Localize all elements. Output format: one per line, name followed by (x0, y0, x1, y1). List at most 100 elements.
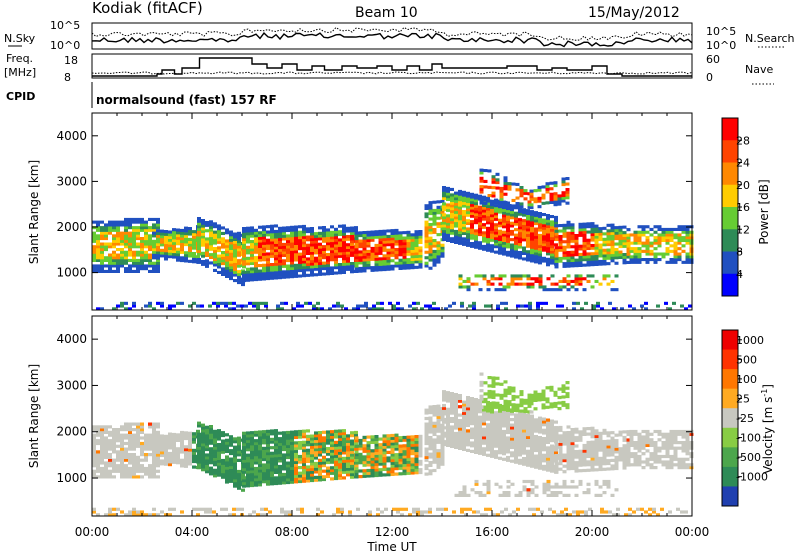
heatmap-cell (669, 463, 674, 467)
heatmap-cell (318, 267, 322, 271)
heatmap-cell (498, 415, 502, 419)
heatmap-cell (370, 252, 375, 256)
heatmap-cell (578, 460, 583, 464)
heatmap-cell (346, 437, 350, 441)
heatmap-cell (514, 457, 518, 462)
heatmap-cell (498, 440, 502, 444)
heatmap-cell (370, 460, 375, 464)
heatmap-cell (546, 432, 550, 436)
heatmap-cell (546, 252, 550, 256)
heatmap-cell (518, 420, 522, 424)
heatmap-cell (688, 304, 692, 308)
heatmap-cell (424, 430, 429, 434)
heatmap-cell (100, 248, 104, 252)
heatmap-cell (474, 221, 478, 225)
heatmap-cell (112, 245, 116, 249)
heatmap-cell (266, 435, 270, 439)
heatmap-cell (318, 433, 322, 437)
heatmap-cell (326, 472, 330, 476)
heatmap-cell (394, 467, 399, 471)
heatmap-cell (314, 478, 318, 482)
heatmap-cell (614, 441, 619, 446)
heatmap-cell (140, 453, 144, 457)
heatmap-cell (213, 457, 217, 461)
heatmap-cell (96, 455, 100, 459)
heatmap-cell (254, 475, 258, 479)
heatmap-cell (446, 238, 450, 242)
heatmap-cell (120, 450, 124, 454)
heatmap-cell (124, 245, 128, 249)
heatmap-cell (262, 225, 266, 229)
heatmap-cell (120, 220, 124, 224)
heatmap-cell (342, 448, 346, 452)
heatmap-cell (594, 262, 599, 266)
heatmap-cell (326, 266, 330, 270)
heatmap-cell (205, 237, 209, 241)
heatmap-cell (156, 430, 160, 434)
heatmap-cell (254, 472, 258, 476)
heatmap-cell (558, 248, 563, 252)
heatmap-cell (440, 459, 445, 463)
heatmap-cell (270, 235, 274, 239)
heatmap-cell (574, 236, 579, 240)
heatmap-cell (673, 241, 678, 245)
heatmap-cell (221, 464, 225, 468)
heatmap-cell (197, 452, 201, 456)
heatmap-cell (378, 260, 383, 264)
heatmap-cell (96, 430, 100, 434)
heatmap-cell (482, 277, 487, 281)
heatmap-cell (358, 266, 363, 270)
heatmap-cell (578, 255, 583, 259)
heatmap-cell (338, 443, 342, 447)
heatmap-cell (378, 268, 383, 272)
heatmap-cell (100, 436, 104, 440)
heatmap-cell (188, 259, 192, 263)
heatmap-cell (515, 196, 520, 200)
heatmap-cell (657, 446, 662, 450)
heatmap-cell (213, 438, 217, 442)
heatmap-cell (534, 249, 538, 253)
heatmap-cell (290, 463, 294, 468)
heatmap-cell (266, 274, 270, 278)
heatmap-cell (526, 233, 530, 237)
heatmap-cell (681, 236, 686, 240)
heatmap-cell (446, 195, 450, 199)
heatmap-cell (442, 196, 446, 200)
heatmap-cell (458, 209, 462, 213)
heatmap-cell (197, 233, 201, 237)
heatmap-cell (144, 256, 148, 260)
heatmap-cell (436, 205, 441, 209)
heatmap-cell (466, 432, 470, 436)
heatmap-cell (526, 225, 530, 229)
heatmap-cell (432, 407, 437, 411)
heatmap-cell (498, 240, 502, 244)
heatmap-cell (286, 234, 290, 238)
heatmap-cell (474, 448, 478, 452)
heatmap-cell (530, 447, 534, 452)
heatmap-cell (302, 435, 306, 439)
heatmap-cell (314, 453, 318, 457)
heatmap-cell (136, 466, 140, 471)
heatmap-cell (669, 230, 674, 234)
heatmap-cell (474, 436, 478, 441)
heatmap-cell (266, 252, 270, 256)
heatmap-cell (406, 460, 411, 464)
heatmap-cell (180, 250, 184, 254)
nsky-panel: N.Sky 10^5 10^0 10^5 10^0 N.Search (4, 19, 795, 52)
heatmap-cell (637, 241, 642, 245)
heatmap-cell (354, 256, 359, 260)
heatmap-cell (378, 468, 383, 472)
heatmap-cell (402, 250, 407, 254)
heatmap-cell (562, 223, 567, 227)
heatmap-cell (378, 249, 383, 253)
heatmap-cell (302, 429, 306, 433)
heatmap-cell (120, 472, 124, 476)
heatmap-cell (446, 236, 450, 240)
heatmap-cell (233, 465, 237, 469)
heatmap-cell (637, 236, 642, 240)
heatmap-cell (262, 247, 266, 251)
heatmap-cell (100, 430, 104, 434)
heatmap-cell (156, 436, 160, 440)
heatmap-cell (92, 267, 96, 271)
heatmap-cell (428, 304, 432, 308)
